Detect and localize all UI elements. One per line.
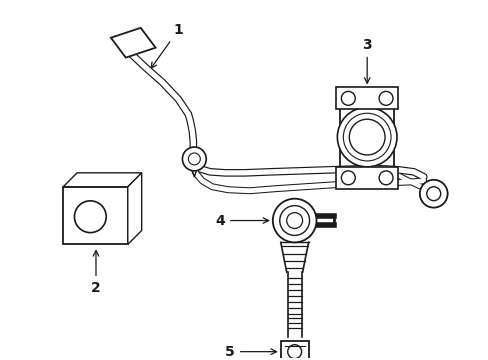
Text: 2: 2: [91, 251, 101, 295]
FancyBboxPatch shape: [63, 187, 127, 244]
Circle shape: [182, 147, 206, 171]
Text: 4: 4: [215, 213, 268, 228]
Circle shape: [348, 119, 384, 155]
Circle shape: [341, 91, 355, 105]
Polygon shape: [63, 173, 142, 187]
Circle shape: [337, 107, 396, 167]
Circle shape: [419, 180, 447, 208]
Polygon shape: [127, 173, 142, 244]
Circle shape: [74, 201, 106, 233]
Text: 1: 1: [151, 23, 183, 68]
Polygon shape: [111, 28, 155, 58]
Text: 3: 3: [362, 38, 371, 83]
FancyBboxPatch shape: [336, 167, 397, 189]
Circle shape: [378, 91, 392, 105]
Circle shape: [272, 199, 316, 242]
FancyBboxPatch shape: [280, 341, 308, 360]
Circle shape: [279, 206, 309, 235]
Circle shape: [341, 171, 355, 185]
FancyBboxPatch shape: [336, 87, 397, 109]
Circle shape: [378, 171, 392, 185]
Text: 5: 5: [225, 345, 276, 359]
